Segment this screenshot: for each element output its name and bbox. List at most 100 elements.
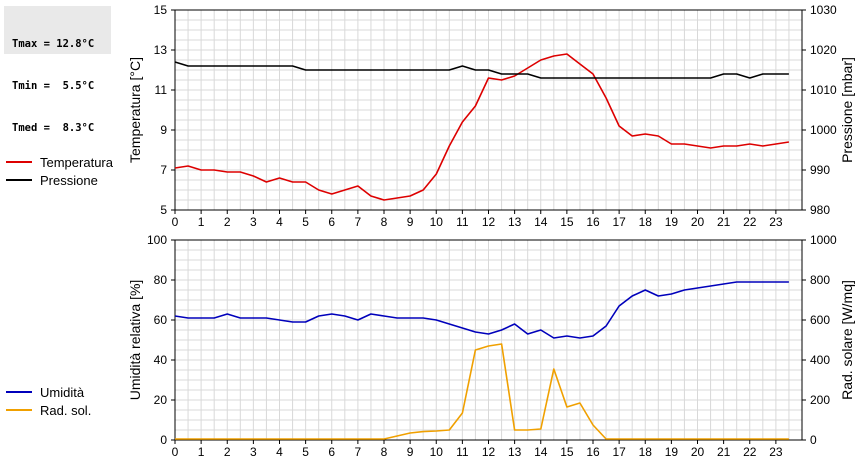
x-tick-label: 19 [665,445,679,459]
x-tick-label: 8 [381,215,388,229]
x-tick-label: 10 [430,445,444,459]
series-line-rad-sol [175,343,789,440]
y-tick-label-right: 1000 [810,123,837,137]
x-tick-label: 2 [224,445,231,459]
series-line-temperatura [174,53,790,201]
chart-panel-top: 0 1 2 3 4 5 6 7 8 9 10 11 12 13 14 15 16 17 18 19 20 21 22 2357… [127,3,855,229]
y-tick-label-left: 11 [155,83,168,97]
legend-top: Temperatura Pressione [6,153,113,189]
y-tick-label-left: 5 [160,203,167,217]
x-tick-label: 22 [743,445,757,459]
x-tick-label: 23 [769,215,783,229]
stat-tmed: Tmed = 8.3°C [12,122,95,134]
y-tick-label-right: 0 [810,433,817,447]
x-tick-label: 12 [482,215,496,229]
x-tick-label: 21 [717,215,731,229]
x-tick-label: 18 [639,215,653,229]
x-tick-label: 20 [691,445,705,459]
y-tick-label-left: 20 [154,393,168,407]
x-tick-label: 7 [355,215,362,229]
x-tick-label: 17 [612,215,626,229]
x-tick-label: 14 [534,445,548,459]
y-tick-label-left: 13 [154,43,168,57]
x-tick-label: 19 [665,215,679,229]
y-tick-label-left: 100 [147,233,167,247]
stats-box: Tmax = 12.8°C Tmin = 5.5°C Tmed = 8.3°C [4,6,111,134]
x-tick-label: 5 [302,445,309,459]
y-axis-label-right: Pressione [mbar] [839,57,855,163]
x-tick-label: 9 [407,445,414,459]
x-tick-label: 1 [198,215,205,229]
x-tick-label: 6 [328,215,335,229]
stat-tmin: Tmin = 5.5°C [12,80,95,92]
y-tick-label-left: 15 [154,3,168,17]
y-tick-label-left: 80 [154,273,168,287]
x-tick-label: 13 [508,445,522,459]
y-axis-label-left: Umidità relativa [%] [127,280,143,401]
legend-item-umidita: Umidità [6,383,91,401]
y-tick-label-left: 0 [160,433,167,447]
y-tick-label-right: 990 [810,163,830,177]
y-tick-label-right: 1000 [810,233,837,247]
x-tick-label: 6 [328,445,335,459]
x-tick-label: 21 [717,445,731,459]
legend-label-rad-sol: Rad. sol. [40,402,92,418]
legend-swatch-pressione [6,179,32,181]
x-tick-label: 11 [456,445,469,459]
y-tick-label-left: 40 [154,353,168,367]
y-axis-label-right: Rad. solare [W/mq] [839,280,855,400]
y-tick-label-left: 7 [160,163,167,177]
legend-bottom: Umidità Rad. sol. [6,383,91,419]
x-tick-label: 17 [612,445,626,459]
legend-label-pressione: Pressione [40,172,98,188]
y-tick-label-right: 980 [810,203,830,217]
x-tick-label: 9 [407,215,414,229]
x-tick-label: 15 [560,445,574,459]
x-tick-label: 10 [430,215,444,229]
stat-tmax: Tmax = 12.8°C [12,38,95,50]
y-tick-label-right: 800 [810,273,830,287]
x-tick-label: 2 [224,215,231,229]
legend-item-rad-sol: Rad. sol. [6,401,91,419]
x-tick-label: 4 [276,445,283,459]
x-tick-label: 1 [198,445,205,459]
x-tick-label: 5 [302,215,309,229]
legend-item-pressione: Pressione [6,171,113,189]
x-tick-label: 12 [482,445,496,459]
x-tick-label: 8 [381,445,388,459]
x-tick-label: 0 [172,445,179,459]
series-line-pressione [174,61,789,79]
x-tick-label: 7 [355,445,362,459]
y-tick-label-right: 400 [810,353,830,367]
x-tick-label: 23 [769,445,783,459]
y-tick-label-right: 200 [810,393,830,407]
x-tick-label: 20 [691,215,705,229]
legend-swatch-rad-sol [6,409,32,411]
x-tick-label: 18 [639,445,653,459]
legend-swatch-temperatura [6,161,32,163]
x-tick-label: 3 [250,445,257,459]
legend-item-temperatura: Temperatura [6,153,113,171]
series-line-umidit [174,281,789,339]
x-tick-label: 16 [586,215,600,229]
y-tick-label-left: 9 [160,123,167,137]
y-tick-label-right: 1030 [810,3,837,17]
y-tick-label-left: 60 [154,313,168,327]
x-tick-label: 11 [456,215,469,229]
x-tick-label: 13 [508,215,522,229]
x-tick-label: 14 [534,215,548,229]
y-tick-label-right: 600 [810,313,830,327]
legend-swatch-umidita [6,391,32,393]
x-tick-label: 4 [276,215,283,229]
x-tick-label: 16 [586,445,600,459]
x-tick-label: 3 [250,215,257,229]
x-tick-label: 0 [172,215,179,229]
x-tick-label: 22 [743,215,757,229]
y-tick-label-right: 1010 [810,83,837,97]
legend-label-umidita: Umidità [40,384,85,400]
legend-label-temperatura: Temperatura [40,154,113,170]
y-axis-label-left: Temperatura [°C] [127,57,143,163]
x-tick-label: 15 [560,215,574,229]
chart-panel-bottom: 0 1 2 3 4 5 6 7 8 9 10 11 12 13 14 15 16 17 18 19 20 21 22 2302… [127,233,855,459]
